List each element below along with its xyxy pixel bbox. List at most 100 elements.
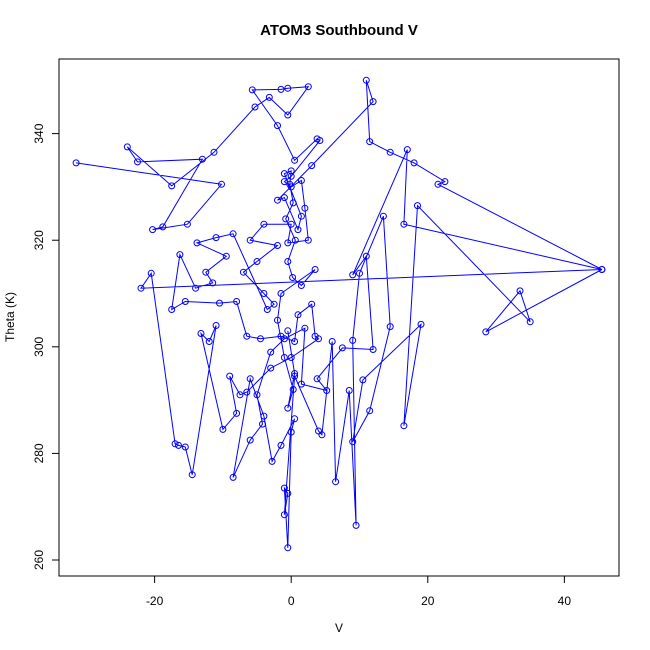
data-point — [168, 182, 176, 190]
data-point — [280, 354, 288, 361]
data-point — [123, 143, 131, 151]
data-point — [414, 202, 421, 210]
data-point — [260, 220, 268, 228]
data-point — [277, 441, 285, 449]
y-axis-label: Theta (K) — [3, 292, 17, 342]
data-point — [280, 511, 288, 519]
data-point — [274, 316, 281, 324]
data-point — [362, 76, 370, 84]
data-point — [149, 226, 157, 234]
data-point — [159, 223, 167, 231]
data-point — [304, 83, 312, 91]
data-point — [328, 338, 336, 345]
data-point — [332, 478, 340, 486]
data-point — [308, 300, 316, 308]
data-point — [192, 284, 200, 292]
series-line — [76, 80, 603, 548]
data-point — [284, 84, 292, 92]
data-point — [598, 266, 606, 273]
data-point — [434, 180, 442, 188]
data-point — [417, 320, 425, 328]
data-point — [274, 196, 281, 204]
data-point — [265, 93, 273, 101]
data-point — [297, 177, 305, 184]
data-point — [410, 159, 418, 167]
data-point — [284, 239, 292, 247]
data-point — [243, 332, 251, 340]
data-point — [175, 441, 182, 449]
data-point — [366, 138, 374, 146]
data-point — [323, 387, 331, 394]
data-point — [287, 172, 295, 180]
data-point — [176, 251, 184, 259]
data-point — [267, 348, 275, 356]
data-point — [280, 194, 288, 202]
data-point — [403, 146, 411, 154]
data-point — [260, 412, 268, 420]
data-point — [400, 220, 408, 228]
data-point — [345, 387, 353, 394]
data-point — [181, 298, 189, 305]
data-point — [297, 282, 305, 289]
y-tick-label: 280 — [32, 443, 46, 463]
data-point — [216, 299, 223, 307]
data-point — [226, 372, 234, 380]
x-tick-label: 20 — [421, 594, 435, 608]
data-point — [257, 335, 264, 343]
data-point — [291, 156, 299, 164]
y-tick-label: 320 — [32, 230, 46, 250]
data-point — [236, 391, 244, 399]
data-point — [210, 148, 218, 156]
data-point — [301, 204, 309, 212]
data-point — [198, 155, 206, 163]
data-point — [268, 457, 276, 465]
data-point — [287, 428, 295, 436]
data-point — [193, 239, 201, 247]
data-point — [352, 521, 360, 529]
data-point — [284, 404, 292, 412]
data-point — [526, 318, 534, 326]
data-point — [386, 148, 394, 156]
data-point — [280, 335, 288, 343]
x-tick-label: -20 — [146, 594, 164, 608]
x-tick-label: 0 — [288, 594, 295, 608]
data-point — [219, 425, 227, 433]
data-point — [338, 344, 346, 352]
data-point — [349, 438, 357, 446]
data-point — [304, 236, 312, 244]
chart-title: ATOM3 Southbound V — [260, 22, 418, 39]
data-point — [284, 489, 292, 497]
data-point — [277, 290, 285, 297]
data-point — [349, 271, 357, 279]
data-point — [349, 336, 357, 344]
data-point — [277, 85, 285, 93]
data-point — [308, 162, 316, 170]
series-points — [72, 76, 606, 552]
data-point — [147, 269, 155, 277]
x-axis: -20 0 20 40 — [146, 575, 571, 608]
data-point — [289, 199, 297, 207]
data-point — [315, 427, 322, 435]
data-point — [243, 388, 251, 396]
data-point — [222, 252, 230, 260]
data-point — [137, 284, 145, 292]
data-point — [516, 287, 524, 295]
data-point — [316, 137, 324, 144]
data-point — [379, 212, 387, 220]
data-point — [294, 226, 302, 234]
data-point — [171, 440, 179, 448]
data-point — [197, 330, 205, 337]
data-point — [229, 230, 237, 238]
data-point — [284, 544, 292, 552]
data-point — [400, 422, 408, 430]
data-point — [202, 268, 210, 276]
data-point — [246, 436, 254, 444]
data-point — [168, 306, 176, 313]
data-point — [294, 311, 302, 319]
data-point — [286, 180, 294, 188]
data-point — [181, 443, 189, 451]
data-point — [188, 471, 196, 479]
data-point — [284, 258, 292, 265]
data-point — [282, 215, 290, 223]
